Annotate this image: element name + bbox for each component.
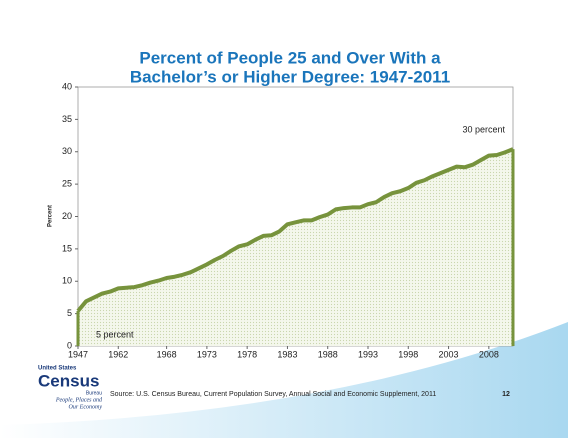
x-tick-label: 1993 (358, 349, 378, 359)
chart-title: Percent of People 25 and Over With a (139, 48, 441, 67)
logo-bureau: Bureau (86, 390, 102, 396)
logo-tagline: Our Economy (69, 404, 103, 410)
x-tick-label: 1983 (277, 349, 297, 359)
area (78, 149, 513, 346)
y-tick-label: 30 (62, 146, 72, 156)
source: Source: U.S. Census Bureau, Current Popu… (110, 391, 436, 398)
swoosh (0, 322, 568, 438)
y-tick-label: 15 (62, 243, 72, 253)
x-tick-label: 1978 (237, 349, 257, 359)
x-tick-label: 1968 (157, 349, 177, 359)
y-tick-label: 25 (62, 179, 72, 189)
x-tick-label: 1947 (68, 349, 88, 359)
y-axis-label: Percent (48, 205, 54, 227)
y-tick-label: 5 (67, 308, 72, 318)
logo-tagline: People, Places and (55, 397, 103, 403)
annotation: 5 percent (96, 329, 134, 339)
y-tick-label: 10 (62, 276, 72, 286)
line (76, 147, 514, 313)
annotation: 30 percent (462, 125, 505, 135)
logo-top: United States (38, 366, 77, 372)
x-tick-label: 1988 (318, 349, 338, 359)
x-tick-label: 1998 (398, 349, 418, 359)
x-tick-label: 2008 (479, 349, 499, 359)
chart-title: Bachelor’s or Higher Degree: 1947-2011 (130, 67, 450, 86)
y-tick-label: 35 (62, 114, 72, 124)
y-tick-label: 20 (62, 211, 72, 221)
x-tick-label: 1962 (108, 349, 128, 359)
x-tick-label: 1973 (197, 349, 217, 359)
x-tick-label: 2003 (439, 349, 459, 359)
y-tick-label: 0 (67, 340, 72, 350)
logo-main: Census (38, 371, 99, 390)
y-tick-label: 40 (62, 81, 72, 91)
page-number: 12 (502, 391, 510, 398)
